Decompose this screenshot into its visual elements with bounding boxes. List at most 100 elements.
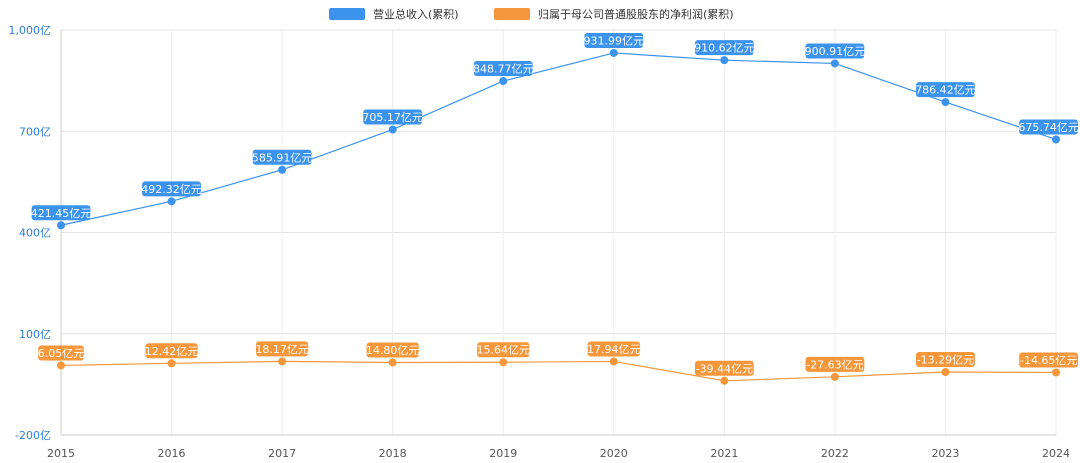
y-tick-label: 700亿 (19, 125, 51, 138)
data-point[interactable] (278, 165, 287, 174)
data-point[interactable] (1052, 135, 1060, 144)
data-point[interactable] (720, 56, 729, 65)
data-point[interactable] (57, 361, 65, 370)
data-label: 492.32亿元 (141, 181, 202, 197)
x-tick-label: 2021 (710, 447, 738, 460)
data-label: -14.65亿元 (1019, 352, 1078, 368)
x-tick-label: 2024 (1042, 447, 1070, 460)
legend-swatch (329, 8, 365, 20)
data-label-text: 492.32亿元 (141, 183, 202, 196)
data-label-text: 18.17亿元 (255, 343, 309, 356)
data-label: -13.29亿元 (916, 351, 975, 367)
data-label-text: 900.91亿元 (805, 45, 866, 58)
series (57, 48, 1060, 385)
data-label-badge (916, 82, 975, 98)
data-label-badge (366, 342, 419, 358)
data-point[interactable] (499, 77, 508, 86)
data-label: 585.91亿元 (252, 149, 313, 165)
data-label: 675.74亿元 (1018, 119, 1079, 135)
data-label-text: 12.42亿元 (145, 345, 199, 358)
data-point[interactable] (609, 357, 618, 366)
data-label-text: 15.64亿元 (476, 344, 530, 357)
series-line-1 (60, 52, 1057, 226)
data-label-badge (38, 345, 84, 361)
x-tick-label: 2023 (931, 447, 959, 460)
data-label-badge (142, 181, 201, 197)
data-label-badge (1019, 352, 1078, 368)
data-label: 421.45亿元 (31, 205, 91, 221)
data-label-text: -39.44亿元 (696, 362, 753, 375)
data-point[interactable] (941, 98, 950, 107)
data-point[interactable] (830, 59, 839, 68)
data-label-badge (363, 109, 423, 125)
data-label-badge (145, 343, 198, 359)
x-tick-label: 2019 (489, 447, 517, 460)
data-point[interactable] (278, 357, 287, 366)
data-point[interactable] (720, 376, 729, 385)
y-tick-label: 400亿 (19, 227, 51, 240)
data-point[interactable] (167, 197, 176, 206)
data-point[interactable] (388, 125, 397, 134)
data-label-text: 585.91亿元 (252, 151, 313, 164)
data-label-badge (584, 32, 644, 48)
data-label: 14.80亿元 (366, 342, 420, 358)
data-label-text: 675.74亿元 (1018, 121, 1079, 134)
data-label: 18.17亿元 (255, 341, 309, 357)
data-label-badge (31, 205, 91, 221)
data-label-badge (916, 351, 975, 367)
data-label-text: 14.80亿元 (366, 344, 420, 357)
x-tick-label: 2020 (600, 447, 628, 460)
data-label-text: 848.77亿元 (473, 63, 534, 76)
data-label-text: 786.42亿元 (915, 84, 976, 97)
data-label: 705.17亿元 (362, 109, 423, 125)
legend-label: 归属于母公司普通股股东的净利润(累积) (538, 7, 734, 21)
data-labels: 421.45亿元 492.32亿元 585.91亿元 705.17亿元 848.77亿元… (31, 32, 1079, 376)
legend-item-2[interactable]: 归属于母公司普通股股东的净利润(累积) (494, 7, 734, 21)
data-label-text: 17.94亿元 (587, 343, 641, 356)
data-point[interactable] (499, 358, 508, 367)
data-label-badge (694, 40, 754, 56)
data-label: -27.63亿元 (805, 356, 865, 372)
data-label-badge (587, 341, 640, 357)
data-label: 12.42亿元 (145, 343, 199, 359)
y-tick-label: 1,000亿 (9, 24, 52, 37)
data-label-text: -14.65亿元 (1020, 354, 1077, 367)
data-label: 15.64亿元 (476, 342, 530, 358)
y-tick-label: -200亿 (15, 429, 51, 442)
data-label-badge (252, 149, 312, 165)
data-label-badge (256, 341, 309, 357)
data-point[interactable] (1052, 368, 1060, 377)
legend-item-1[interactable]: 营业总收入(累积) (329, 7, 459, 21)
data-label-badge (1019, 119, 1078, 135)
data-label-text: -13.29亿元 (917, 353, 974, 366)
x-tick-label: 2018 (379, 447, 407, 460)
data-label-text: 705.17亿元 (362, 111, 423, 124)
data-label-badge (805, 43, 865, 59)
legend-swatch (494, 8, 530, 20)
data-label: 900.91亿元 (805, 43, 866, 59)
data-label: 17.94亿元 (587, 341, 641, 357)
x-tick-label: 2022 (821, 447, 849, 460)
x-tick-label: 2016 (158, 447, 186, 460)
data-label-text: -27.63亿元 (806, 358, 863, 371)
data-point[interactable] (388, 358, 397, 367)
data-label-badge (694, 360, 754, 376)
x-tick-label: 2017 (268, 447, 296, 460)
legend[interactable]: 营业总收入(累积) 归属于母公司普通股股东的净利润(累积) (329, 7, 734, 21)
data-point[interactable] (830, 372, 839, 381)
data-label: 910.62亿元 (694, 40, 755, 56)
data-label: 6.05亿元 (38, 345, 85, 361)
data-label: 786.42亿元 (915, 82, 976, 98)
data-point[interactable] (609, 48, 618, 57)
data-label: 848.77亿元 (473, 61, 534, 77)
data-label-text: 6.05亿元 (38, 347, 85, 360)
data-point[interactable] (167, 359, 176, 368)
data-label: 931.99亿元 (584, 32, 645, 48)
series-line-2 (60, 360, 1057, 382)
data-label-badge (473, 61, 533, 77)
data-point[interactable] (57, 221, 65, 230)
data-label-badge (805, 356, 865, 372)
data-label-text: 931.99亿元 (584, 34, 645, 47)
data-point[interactable] (941, 367, 950, 376)
